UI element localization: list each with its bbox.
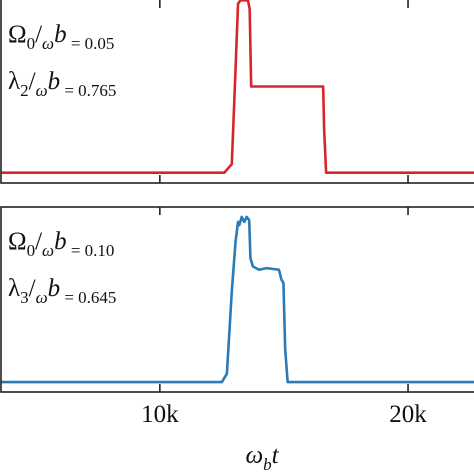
subscript: 0 bbox=[27, 241, 36, 260]
text-part: / bbox=[35, 21, 42, 48]
annotation: λ2/ωb = 0.765 bbox=[8, 68, 116, 100]
x-axis-label: ωbt bbox=[245, 442, 279, 474]
text-part: / bbox=[29, 68, 36, 95]
text-part: t bbox=[272, 442, 280, 469]
subscript: 2 bbox=[20, 81, 29, 100]
plot-frame bbox=[0, 0, 474, 184]
subscript: = 0.10 bbox=[67, 241, 115, 260]
text-part: b bbox=[48, 68, 61, 95]
text-part: ω bbox=[245, 442, 263, 469]
data-line bbox=[1, 0, 474, 174]
text-part: Ω bbox=[8, 228, 27, 255]
text-part: / bbox=[35, 228, 42, 255]
x-tick-label: 20k bbox=[389, 401, 427, 428]
text-part: λ bbox=[8, 68, 20, 95]
subscript: ω bbox=[36, 288, 48, 307]
annotation: λ3/ωb = 0.645 bbox=[8, 275, 116, 307]
text-part: b bbox=[48, 275, 61, 302]
text-part: / bbox=[29, 275, 36, 302]
x-tick-label: 10k bbox=[141, 401, 179, 428]
data-line bbox=[1, 215, 474, 384]
text-part: Ω bbox=[8, 21, 27, 48]
subscript: ω bbox=[42, 34, 54, 53]
subscript: 0 bbox=[27, 34, 36, 53]
annotation: Ω0/ωb = 0.05 bbox=[8, 21, 114, 53]
subscript: ω bbox=[42, 241, 54, 260]
subscript: = 0.645 bbox=[60, 288, 116, 307]
plot-frame bbox=[0, 206, 474, 393]
text-part: b bbox=[54, 21, 67, 48]
text-part: b bbox=[54, 228, 67, 255]
subscript: 3 bbox=[20, 288, 29, 307]
subscript: ω bbox=[36, 81, 48, 100]
subscript: b bbox=[263, 455, 272, 474]
subscript: = 0.765 bbox=[60, 81, 116, 100]
annotation: Ω0/ωb = 0.10 bbox=[8, 228, 114, 260]
subscript: = 0.05 bbox=[67, 34, 115, 53]
text-part: λ bbox=[8, 275, 20, 302]
